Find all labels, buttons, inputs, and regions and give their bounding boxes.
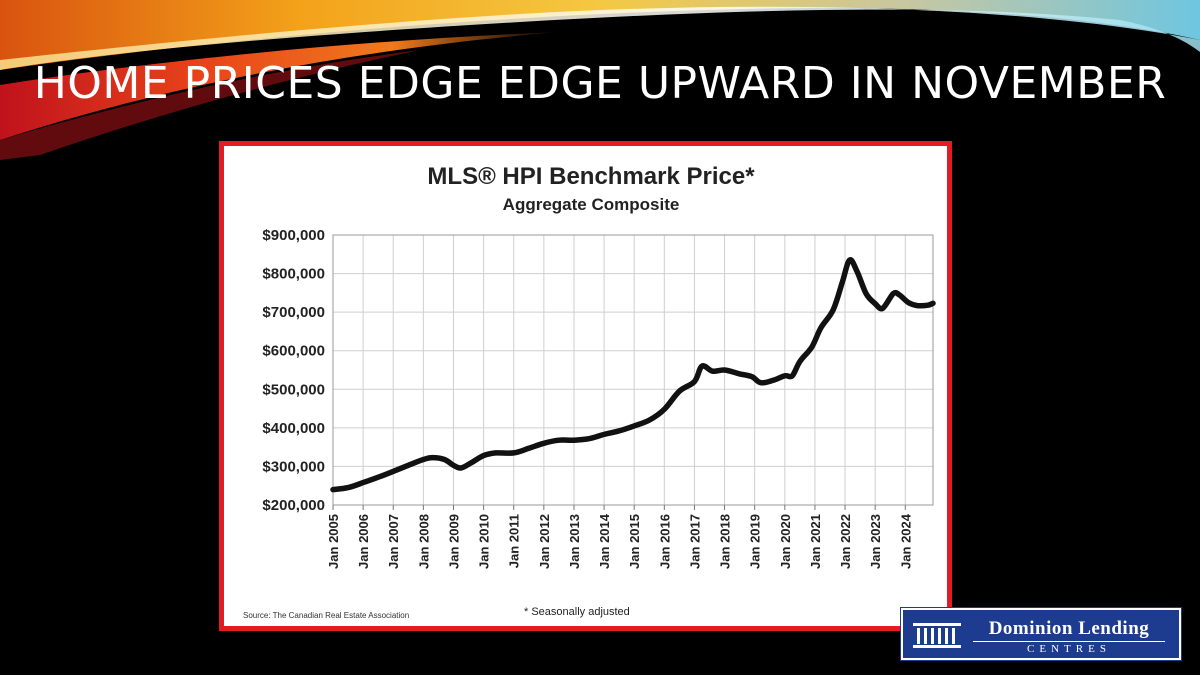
x-tick-label: Jan 2017 [687,514,702,569]
x-tick-label: Jan 2006 [356,514,371,569]
source-note: Source: The Canadian Real Estate Associa… [243,611,409,620]
x-tick-label: Jan 2015 [627,514,642,569]
x-tick-label: Jan 2010 [477,514,492,569]
x-tick-label: Jan 2009 [446,514,461,569]
x-tick-label: Jan 2014 [597,513,612,569]
chart-subtitle: Aggregate Composite [503,195,680,214]
line-chart: MLS® HPI Benchmark Price* Aggregate Comp… [243,163,936,620]
logo-divider [973,641,1165,642]
x-tick-label: Jan 2012 [537,514,552,569]
x-tick-label: Jan 2005 [326,514,341,569]
x-tick-label: Jan 2018 [718,514,733,569]
x-tick-label: Jan 2024 [898,513,913,569]
x-tick-label: Jan 2022 [838,514,853,569]
y-tick-label: $800,000 [262,266,325,283]
y-tick-label: $400,000 [262,420,325,437]
y-tick-label: $200,000 [262,497,325,514]
x-tick-label: Jan 2016 [657,514,672,569]
x-tick-label: Jan 2019 [748,514,763,569]
x-tick-label: Jan 2008 [416,514,431,569]
x-tick-label: Jan 2011 [507,514,522,568]
x-tick-label: Jan 2013 [567,514,582,569]
chart-frame: MLS® HPI Benchmark Price* Aggregate Comp… [219,141,952,631]
y-tick-label: $600,000 [262,343,325,360]
y-tick-label: $300,000 [262,458,325,475]
logo-name: Dominion Lending [988,618,1150,639]
x-tick-label: Jan 2020 [778,514,793,569]
dominion-lending-logo: Dominion Lending CENTRES [900,607,1182,661]
y-tick-label: $500,000 [262,381,325,398]
y-tick-label: $700,000 [262,304,325,321]
slide-title: HOME PRICES EDGE EDGE UPWARD IN NOVEMBER [33,58,1167,109]
plot-area [332,234,934,506]
chart-title: MLS® HPI Benchmark Price* [427,163,755,190]
decorative-swoosh [0,0,1200,160]
x-tick-label: Jan 2007 [386,514,401,569]
x-tick-label: Jan 2021 [808,514,823,569]
x-tick-label: Jan 2023 [868,514,883,569]
logo-subtitle: CENTRES [1027,643,1111,655]
columns-icon [913,623,961,648]
y-tick-label: $900,000 [262,227,325,244]
y-axis: $200,000 $300,000 $400,000 $500,000 $600,000… [262,227,325,514]
series-line-benchmark-price [330,257,936,493]
footnote: * Seasonally adjusted [524,606,630,618]
x-axis: Jan 2005 Jan 2006 Jan 2007 Jan 2008 Jan 2009… [326,505,913,569]
